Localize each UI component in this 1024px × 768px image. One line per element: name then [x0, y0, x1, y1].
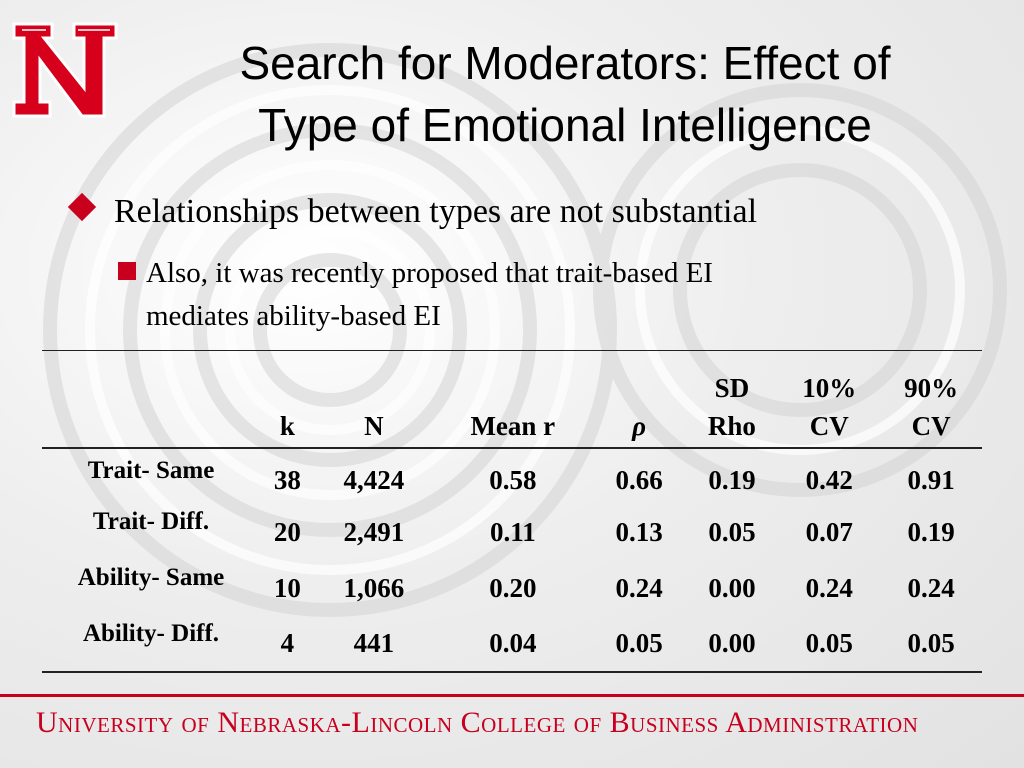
cell-k: 10: [273, 572, 301, 603]
cell-10-cv: 0.07: [805, 516, 853, 547]
cell-sd-rho: 0.19: [708, 464, 756, 495]
cell-90-cv: 0.05: [907, 628, 955, 658]
header-cell-rho: ρ: [632, 411, 647, 441]
cell-sd-rho: 0.05: [708, 516, 756, 547]
header-cell-sd-rho: SD Rho: [707, 373, 756, 441]
cell-90-cv: 0.91: [907, 464, 955, 495]
cell-10-cv: 0.42: [805, 464, 853, 495]
title-line-1: Search for Moderators: Effect of: [239, 37, 891, 89]
cell-n: 4,424: [343, 464, 405, 495]
row-label: Ability- Diff.: [82, 620, 220, 647]
sub-bullet-line-1: Also, it was recently proposed that trai…: [146, 257, 713, 289]
cell-rho: 0.24: [615, 572, 663, 603]
sub-bullet-line-2: mediates ability-based EI: [146, 300, 441, 332]
cell-mean-r: 0.11: [489, 516, 536, 547]
nebraska-n-logo: [12, 22, 118, 118]
row-label: Trait- Diff.: [92, 508, 210, 535]
sub-bullet: Also, it was recently proposed that trai…: [118, 252, 878, 338]
square-bullet-icon: [118, 262, 136, 280]
cell-rho: 0.13: [615, 516, 663, 547]
header-cell-k: k: [279, 411, 295, 441]
cell-10-cv: 0.24: [805, 572, 853, 603]
sub-bullet-text: Also, it was recently proposed that trai…: [146, 252, 878, 338]
table-row: Ability- Diff. 4 441 0.04 0.05 0.00 0.05…: [42, 616, 982, 672]
header-cell-90-cv: 90% CV: [904, 373, 959, 441]
header-cell-10-cv: 10% CV: [802, 373, 857, 441]
table-row: Trait- Same 38 4,424 0.58 0.66 0.19 0.42…: [42, 448, 982, 504]
cell-n: 441: [353, 628, 395, 658]
cell-k: 38: [273, 464, 301, 495]
footer-divider: [0, 694, 1024, 697]
diamond-bullet-icon: [67, 192, 97, 222]
header-cell-mean-r: Mean r: [470, 411, 556, 441]
cell-10-cv: 0.05: [805, 628, 853, 658]
footer-text: University of Nebraska-Lincoln College o…: [36, 706, 919, 739]
row-label: Trait- Same: [87, 457, 215, 484]
header-cell-n: N: [364, 411, 384, 441]
table-header-row: k N Mean r ρ SD Rho 10% CV 90% CV: [42, 351, 982, 449]
row-label: Ability- Same: [77, 564, 225, 591]
title-line-2: Type of Emotional Intelligence: [258, 99, 872, 151]
table-row: Ability- Same 10 1,066 0.20 0.24 0.00 0.…: [42, 560, 982, 616]
cell-sd-rho: 0.00: [708, 628, 756, 658]
cell-rho: 0.66: [615, 464, 663, 495]
cell-rho: 0.05: [615, 628, 663, 658]
cell-90-cv: 0.24: [907, 572, 955, 603]
cell-mean-r: 0.58: [489, 464, 537, 495]
cell-90-cv: 0.19: [907, 516, 955, 547]
cell-mean-r: 0.04: [489, 628, 537, 658]
results-table: k N Mean r ρ SD Rho 10% CV 90% CV Trait- Sa…: [42, 350, 982, 673]
cell-k: 20: [273, 516, 301, 547]
cell-sd-rho: 0.00: [708, 572, 756, 603]
main-bullet: Relationships between types are not subs…: [66, 190, 757, 234]
main-bullet-text: Relationships between types are not subs…: [114, 193, 758, 230]
table-row: Trait- Diff. 20 2,491 0.11 0.13 0.05 0.0…: [42, 504, 982, 560]
header-cell-label: [42, 351, 260, 449]
cell-mean-r: 0.20: [489, 572, 537, 603]
cell-n: 1,066: [343, 572, 405, 603]
cell-n: 2,491: [343, 516, 405, 547]
cell-k: 4: [280, 628, 295, 658]
slide-title: Search for Moderators: Effect of Type of…: [120, 32, 1010, 156]
